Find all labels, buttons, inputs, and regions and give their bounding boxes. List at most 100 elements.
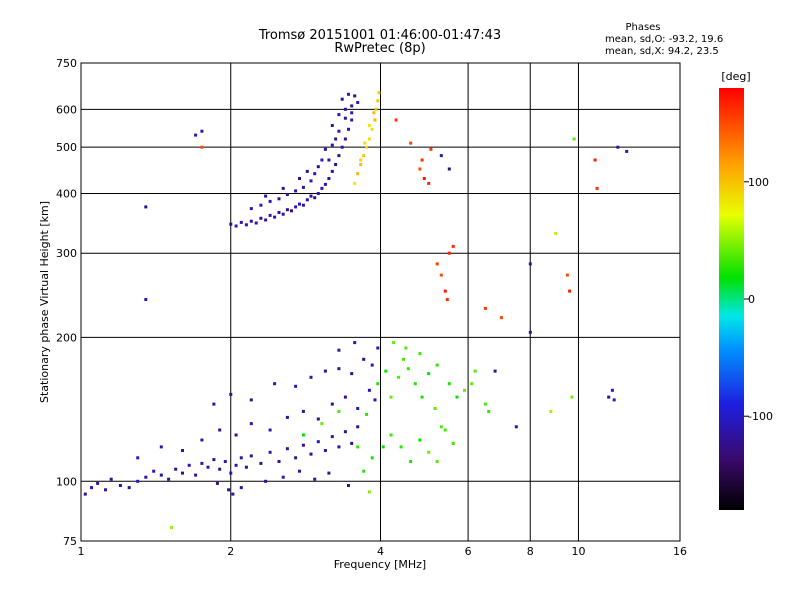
scatter-point — [404, 346, 408, 350]
scatter-point — [487, 409, 491, 413]
scatter-point — [365, 412, 369, 416]
scatter-point — [268, 450, 272, 454]
scatter-point — [285, 193, 289, 196]
scatter-point — [356, 172, 360, 176]
scatter-point — [231, 492, 235, 496]
scatter-point — [389, 433, 393, 437]
x-tick-label: 2 — [227, 545, 234, 558]
y-tick-label: 750 — [56, 57, 77, 70]
scatter-point — [234, 463, 238, 467]
scatter-point — [350, 104, 354, 108]
scatter-point — [389, 395, 393, 399]
scatter-point — [294, 384, 298, 388]
x-tick-label: 8 — [527, 545, 534, 558]
colorbar-ticks: 100 0 -100 — [744, 176, 773, 423]
scatter-point — [377, 91, 381, 95]
scatter-point — [323, 147, 327, 151]
y-axis-label: Stationary phase Virtual Height [km] — [38, 201, 51, 403]
y-tick-label: 100 — [56, 475, 77, 488]
scatter-point — [277, 211, 281, 214]
scatter-point — [445, 298, 449, 301]
scatter-point — [159, 445, 163, 449]
scatter-point — [362, 357, 366, 361]
scatter-point — [200, 145, 204, 149]
scatter-point — [281, 212, 285, 216]
scatter-point — [347, 92, 350, 96]
scatter-point — [409, 460, 413, 463]
scatter-point — [356, 425, 360, 429]
scatter-point — [330, 402, 334, 406]
scatter-point — [337, 348, 341, 352]
stats-o-mode: mean, sd,O: -93.2, 19.6 — [605, 34, 723, 45]
scatter-point — [281, 475, 285, 479]
scatter-point — [433, 407, 437, 410]
scatter-point — [373, 118, 377, 122]
scatter-point — [612, 398, 616, 402]
scatter-point — [483, 306, 487, 310]
scatter-point — [83, 492, 87, 496]
y-tick-label: 200 — [56, 331, 77, 344]
scatter-point — [353, 341, 357, 345]
scatter-point — [330, 124, 334, 127]
scatter-point — [323, 369, 327, 373]
scatter-point — [320, 158, 324, 162]
scatter-point — [285, 415, 289, 419]
scatter-point — [367, 490, 371, 494]
scatter-point — [470, 382, 474, 386]
scatter-point — [223, 460, 227, 463]
scatter-point — [301, 409, 305, 413]
scatter-point — [244, 465, 248, 469]
scatter-point — [194, 133, 198, 137]
scatter-point — [549, 409, 553, 413]
scatter-point — [447, 382, 451, 386]
scatter-point — [212, 402, 216, 406]
x-tick-label: 16 — [673, 545, 687, 558]
scatter-point — [159, 473, 163, 477]
colorbar — [719, 88, 744, 510]
scatter-point — [259, 216, 263, 220]
scatter-point — [359, 163, 363, 166]
scatter-point — [347, 484, 350, 487]
colorbar-tick-label: 100 — [748, 176, 769, 189]
scatter-point — [200, 461, 204, 465]
scatter-point — [337, 113, 341, 117]
scatter-point — [554, 231, 558, 235]
scatter-point — [298, 177, 301, 180]
scatter-point — [413, 382, 417, 386]
y-tick-label: 500 — [56, 141, 77, 154]
scatter-point — [370, 456, 374, 460]
scatter-point — [572, 137, 576, 141]
scatter-point — [144, 475, 148, 479]
x-tick-label: 4 — [377, 545, 384, 558]
scatter-point — [429, 147, 433, 151]
scatter-point — [439, 154, 443, 158]
scatter-point — [104, 488, 107, 492]
scatter-point — [90, 486, 93, 490]
x-tick-label: 10 — [571, 545, 585, 558]
scatter-point — [320, 186, 324, 190]
scatter-point — [418, 438, 422, 442]
scatter-point — [273, 382, 277, 386]
scatter-point — [249, 219, 253, 223]
scatter-point — [327, 471, 331, 475]
stats-heading: Phases — [625, 22, 660, 33]
scatter-point — [443, 289, 447, 293]
scatter-point — [187, 463, 191, 467]
scatter-point — [435, 460, 439, 463]
scatter-point — [528, 330, 532, 334]
scatter-point — [353, 94, 357, 98]
scatter-point — [330, 169, 334, 173]
scatter-point — [316, 440, 320, 444]
scatter-point — [309, 452, 313, 456]
chart-title: Tromsø 20151001 01:46:00-01:47:43 — [258, 28, 501, 43]
scatter-point — [418, 352, 422, 356]
scatter-point — [144, 205, 148, 209]
scatter-point — [239, 456, 243, 460]
scatter-point — [528, 262, 532, 266]
scatter-point — [268, 213, 272, 217]
scatter-point — [249, 422, 253, 426]
scatter-point — [427, 450, 431, 454]
scatter-point — [337, 367, 341, 371]
scatter-point — [343, 395, 347, 399]
scatter-point — [435, 363, 439, 367]
